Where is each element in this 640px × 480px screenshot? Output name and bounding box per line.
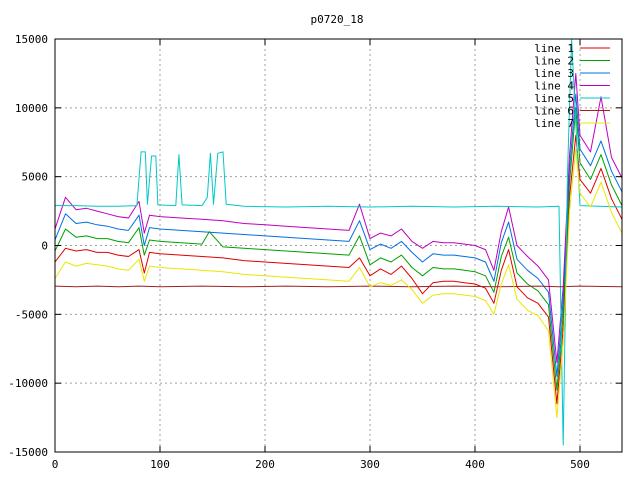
axis-ticks: 0 100 200 300 400 500 -15000 -10000 -5000 0 5000 10… bbox=[8, 33, 622, 471]
series-lines bbox=[55, 39, 622, 446]
series-line-6 bbox=[55, 285, 622, 288]
x-tick-label: 200 bbox=[255, 458, 275, 471]
y-tick-label: 15000 bbox=[15, 33, 48, 46]
series-line-5 bbox=[55, 39, 622, 446]
legend-label-1: line 1 bbox=[534, 42, 574, 55]
series-line-1 bbox=[55, 134, 622, 405]
legend-label-3: line 3 bbox=[534, 67, 574, 80]
x-tick-label: 100 bbox=[150, 458, 170, 471]
y-tick-label: 10000 bbox=[15, 102, 48, 115]
x-tick-label: 0 bbox=[52, 458, 59, 471]
chart-title: p0720_18 bbox=[311, 13, 364, 26]
y-tick-label: -5000 bbox=[15, 308, 48, 321]
x-tick-label: 300 bbox=[360, 458, 380, 471]
legend-label-6: line 6 bbox=[534, 105, 574, 118]
y-tick-label: 5000 bbox=[22, 171, 49, 184]
y-tick-label: -15000 bbox=[8, 446, 48, 459]
y-tick-label: -10000 bbox=[8, 377, 48, 390]
legend-label-4: line 4 bbox=[534, 80, 574, 93]
series-line-7 bbox=[55, 148, 622, 419]
y-tick-label: 0 bbox=[41, 240, 48, 253]
legend-label-5: line 5 bbox=[534, 92, 574, 105]
series-line-2 bbox=[55, 107, 622, 391]
series-line-3 bbox=[55, 93, 622, 377]
x-tick-label: 500 bbox=[570, 458, 590, 471]
series-line-4 bbox=[55, 72, 622, 363]
legend-label-7: line 7 bbox=[534, 117, 574, 130]
x-tick-label: 400 bbox=[465, 458, 485, 471]
legend-label-2: line 2 bbox=[534, 55, 574, 68]
